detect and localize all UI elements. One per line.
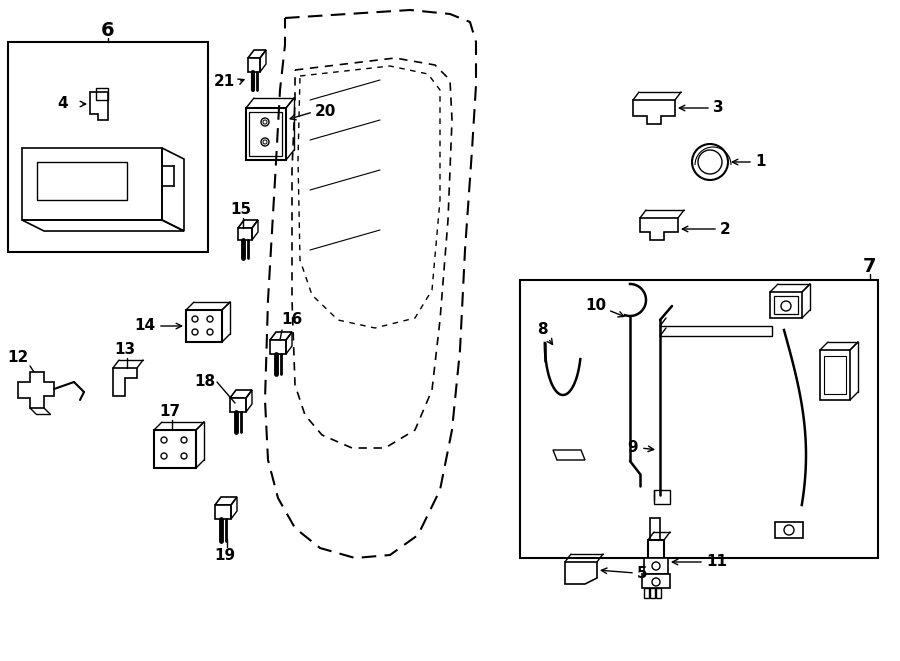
Bar: [820, 350, 850, 400]
Bar: [770, 292, 802, 318]
Bar: [154, 430, 196, 468]
Text: 18: 18: [194, 375, 215, 389]
Circle shape: [261, 138, 269, 146]
Bar: [775, 522, 803, 538]
Bar: [656, 588, 661, 598]
Text: 14: 14: [134, 319, 155, 334]
Circle shape: [781, 301, 791, 311]
Circle shape: [692, 144, 728, 180]
Circle shape: [207, 316, 213, 322]
Circle shape: [784, 525, 794, 535]
Text: 10: 10: [585, 297, 606, 313]
Circle shape: [192, 316, 198, 322]
Bar: [270, 340, 286, 354]
Circle shape: [207, 329, 213, 335]
Circle shape: [181, 437, 187, 443]
Circle shape: [192, 329, 198, 335]
Text: 12: 12: [7, 350, 29, 366]
Bar: [648, 540, 664, 558]
Text: 13: 13: [114, 342, 136, 358]
Bar: [520, 280, 878, 558]
Circle shape: [261, 118, 269, 126]
Circle shape: [161, 437, 167, 443]
Bar: [248, 58, 260, 72]
Text: 2: 2: [720, 221, 731, 237]
Circle shape: [181, 453, 187, 459]
Bar: [650, 588, 655, 598]
Circle shape: [161, 453, 167, 459]
Text: 16: 16: [282, 313, 302, 327]
Text: 5: 5: [637, 566, 648, 580]
Bar: [238, 228, 252, 240]
Bar: [37, 162, 127, 200]
Text: 7: 7: [863, 256, 877, 276]
Text: 9: 9: [627, 440, 638, 455]
Text: 15: 15: [230, 202, 252, 217]
Text: 1: 1: [755, 155, 766, 169]
Text: 19: 19: [214, 547, 236, 563]
Bar: [660, 326, 772, 336]
Circle shape: [263, 120, 267, 124]
Text: 3: 3: [713, 100, 724, 116]
Text: 20: 20: [315, 104, 337, 120]
Bar: [644, 588, 649, 598]
Text: 6: 6: [101, 20, 115, 40]
Bar: [22, 148, 162, 220]
Text: 11: 11: [706, 555, 727, 570]
Bar: [654, 490, 670, 504]
Circle shape: [652, 562, 660, 570]
Bar: [642, 574, 670, 588]
Bar: [230, 398, 246, 412]
Bar: [8, 42, 208, 252]
Bar: [186, 310, 222, 342]
Bar: [774, 296, 798, 314]
Bar: [650, 518, 660, 540]
Bar: [246, 108, 286, 160]
Text: 21: 21: [214, 75, 235, 89]
Circle shape: [652, 578, 660, 586]
Bar: [824, 356, 846, 394]
Text: 17: 17: [159, 405, 181, 420]
Bar: [644, 558, 668, 574]
Circle shape: [698, 150, 722, 174]
Bar: [215, 505, 231, 519]
Text: 4: 4: [58, 97, 68, 112]
Circle shape: [263, 140, 267, 144]
Bar: [249, 112, 282, 156]
Text: 8: 8: [536, 323, 547, 338]
